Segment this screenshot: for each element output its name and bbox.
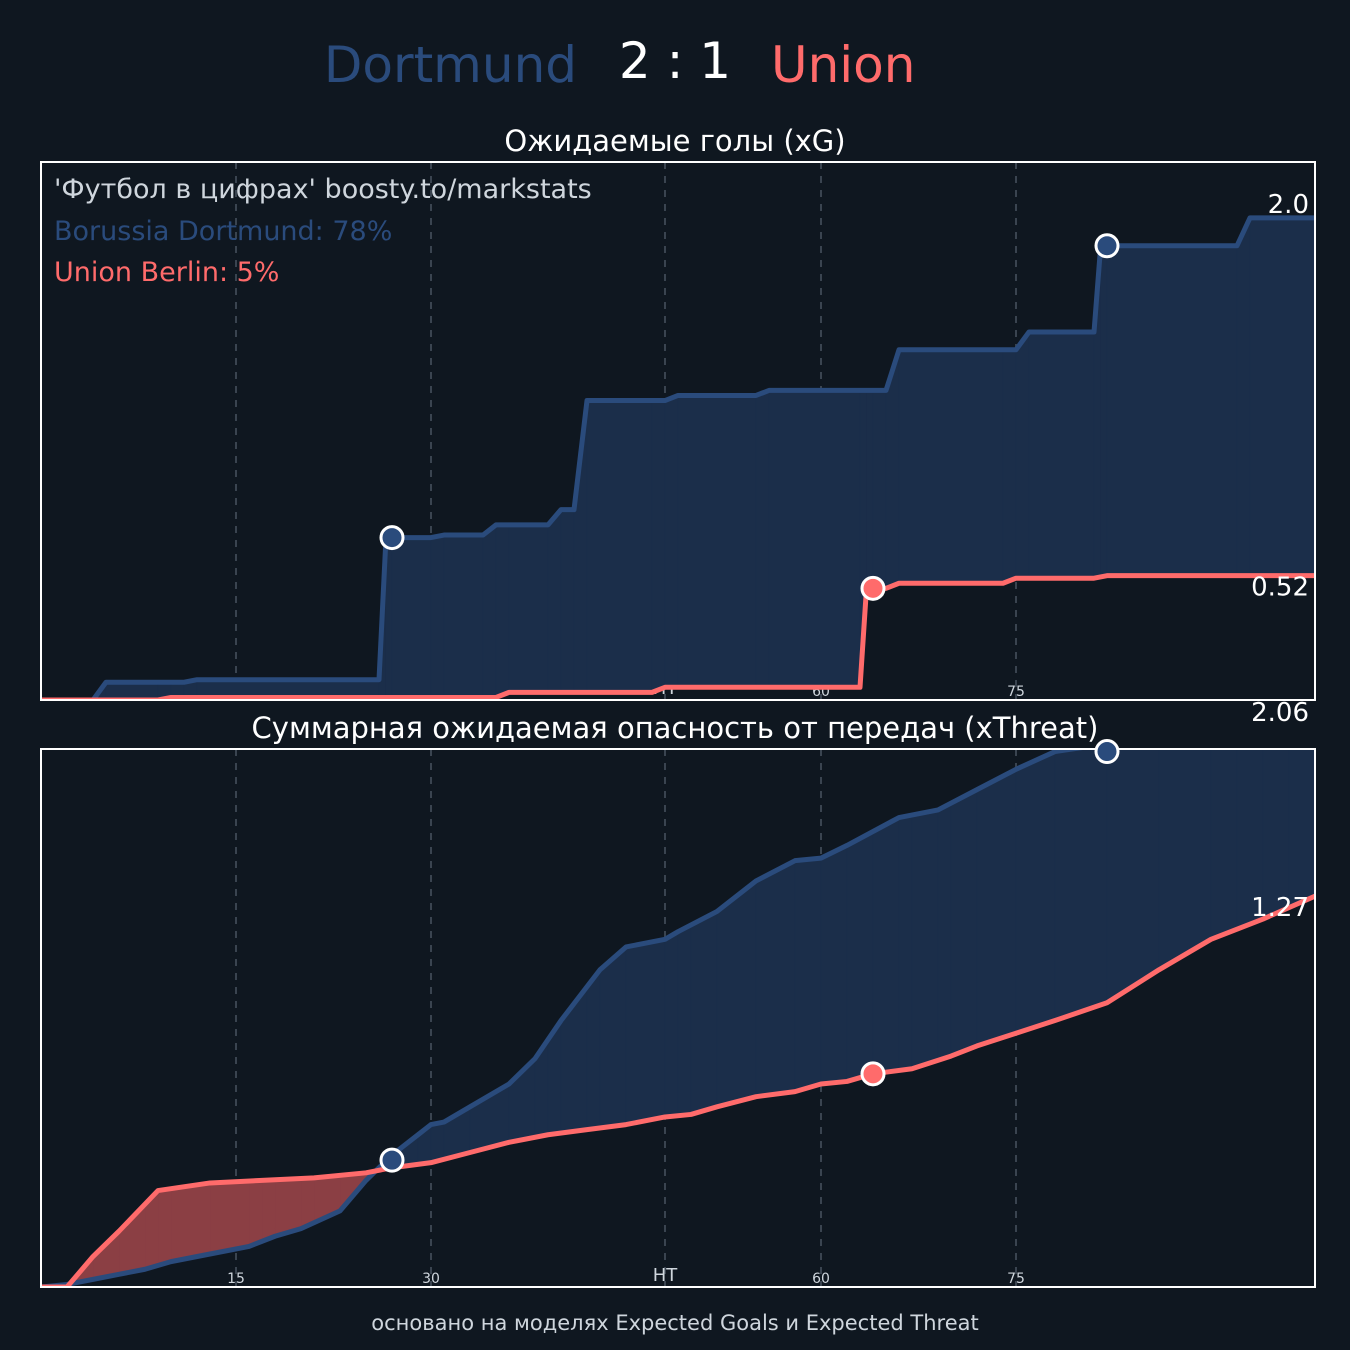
- home-series-line: [41, 215, 1315, 700]
- area-fill-segment: [261, 1179, 276, 1242]
- area-fill-segment: [950, 789, 978, 1057]
- home-goal-marker: [1094, 233, 1120, 259]
- home-total-label: 2.0: [1268, 190, 1309, 220]
- area-fill-segment: [599, 946, 627, 1129]
- area-fill-segment: [664, 931, 679, 1118]
- x-tick-label: 75: [1007, 1271, 1025, 1287]
- area-fill-segment: [677, 395, 757, 688]
- xthreat-panel: 15 30 HT 60 75 2.06 1.27: [40, 698, 1316, 1288]
- area-fill-segment: [1054, 749, 1108, 1021]
- area-fill-segment: [755, 389, 770, 688]
- area-fill-segment: [430, 534, 445, 698]
- area-fill-segment: [690, 910, 718, 1115]
- home-win-probability: Borussia Dortmund: 78%: [54, 216, 392, 247]
- area-fill-segment: [625, 938, 666, 1125]
- xg-panel-title: Ожидаемые голы (xG): [504, 124, 845, 158]
- home-series-line: [41, 749, 1090, 1287]
- source-credit: 'Футбол в цифрах' boosty.to/markstats: [54, 174, 592, 205]
- area-fill-segment: [898, 349, 1004, 584]
- area-fill-segment: [872, 390, 887, 589]
- area-fill-segment: [1002, 349, 1017, 584]
- home-goal-marker: [379, 1147, 405, 1173]
- home-total-label: 2.06: [1251, 698, 1309, 728]
- area-fill-segment: [508, 524, 549, 693]
- area-fill-segment: [911, 809, 939, 1070]
- area-fill-segment: [443, 534, 484, 698]
- area-fill-segment: [664, 395, 679, 688]
- area-fill-segment: [1249, 217, 1315, 576]
- xthreat-panel-title: Суммарная ожидаемая опасность от передач…: [252, 711, 1099, 745]
- area-fill-segment: [1028, 331, 1095, 579]
- away-total-label: 1.27: [1251, 893, 1309, 923]
- area-fill-segment: [976, 768, 1017, 1047]
- home-goal-marker: [1094, 739, 1120, 765]
- away-goal-marker: [860, 1061, 886, 1087]
- area-fill-segment: [196, 679, 380, 698]
- x-tick-label: 60: [812, 1271, 830, 1287]
- area-fill-segment: [1210, 749, 1238, 940]
- area-fill-segment: [157, 1188, 172, 1266]
- away-goal-marker: [860, 575, 886, 601]
- area-fill-segment: [560, 509, 575, 693]
- away-total-label: 0.52: [1251, 573, 1309, 603]
- area-fill-segment: [1106, 749, 1160, 1004]
- area-fill-segment: [1100, 245, 1108, 578]
- area-fill-segment: [1015, 331, 1030, 579]
- x-tick-label: 30: [422, 1271, 440, 1287]
- x-tick-label: HT: [653, 1265, 679, 1286]
- away-series-line: [41, 893, 1315, 1287]
- area-fill-segment: [755, 860, 796, 1098]
- home-goal-marker: [379, 525, 405, 551]
- away-team-name: Union: [771, 36, 915, 94]
- area-fill-segment: [482, 524, 497, 698]
- area-fill-segment: [846, 830, 874, 1082]
- area-fill-segment: [898, 814, 913, 1071]
- area-fill-segment: [651, 400, 666, 693]
- area-fill-segment: [1288, 749, 1315, 909]
- area-fill-segment: [547, 508, 562, 693]
- area-fill-segment: [586, 400, 653, 693]
- area-fill-segment: [170, 1182, 211, 1262]
- area-fill-segment: [794, 857, 822, 1092]
- area-fill-segment: [872, 817, 900, 1075]
- area-fill-segment: [560, 985, 588, 1134]
- area-fill-segment: [716, 880, 757, 1108]
- area-fill-segment: [866, 390, 874, 589]
- area-fill-segment: [1262, 749, 1290, 920]
- area-fill-segment: [209, 1180, 250, 1255]
- area-fill-segment: [768, 390, 861, 688]
- away-win-probability: Union Berlin: 5%: [54, 257, 279, 288]
- match-score: 2 : 1: [619, 32, 731, 90]
- area-fill-segment: [1158, 749, 1212, 971]
- x-tick-label: 15: [227, 1271, 245, 1287]
- plot-frame: [40, 161, 1316, 701]
- area-fill-segment: [937, 802, 952, 1061]
- area-fill-segment: [1236, 217, 1251, 576]
- footer-note: основано на моделях Expected Goals и Exp…: [371, 1311, 978, 1335]
- area-fill-segment: [391, 537, 432, 698]
- area-fill-segment: [1015, 751, 1056, 1034]
- area-fill-segment: [1106, 245, 1238, 576]
- area-fill-segment: [820, 844, 848, 1085]
- area-fill-segment: [248, 1180, 263, 1247]
- area-fill-segment: [495, 524, 510, 698]
- area-fill-segment: [430, 1121, 445, 1164]
- home-team-name: Dortmund: [324, 36, 577, 94]
- area-fill-segment: [105, 681, 159, 700]
- area-fill-segment: [677, 924, 692, 1117]
- x-tick-label: 75: [1007, 684, 1025, 700]
- plot-frame: [40, 748, 1316, 1288]
- area-fill-segment: [586, 968, 601, 1131]
